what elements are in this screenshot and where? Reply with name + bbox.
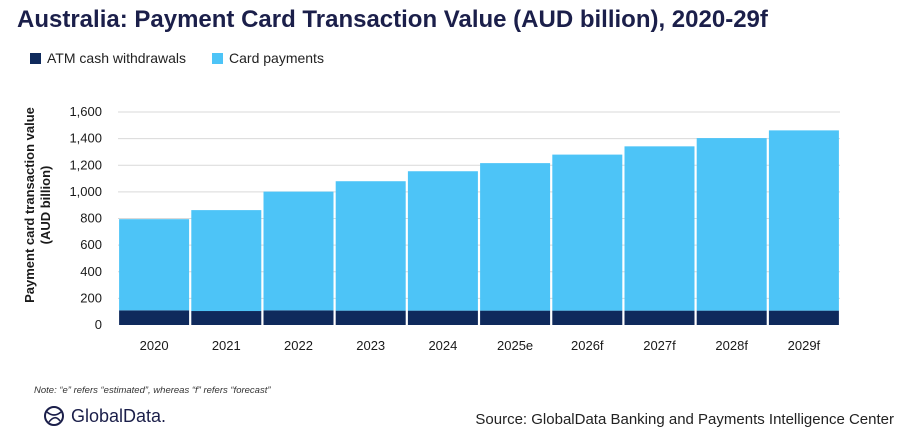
y-tick-label: 600 (80, 237, 102, 252)
chart-plot: 0 200 400 600 800 1,000 1,200 1,400 1,600 2020 20… (22, 104, 840, 353)
globaldata-logo: GlobalData. (43, 405, 166, 427)
bar-atm-2022 (263, 310, 334, 325)
bar-card-2024 (407, 171, 478, 311)
y-axis-label-line1: Payment card transaction value (22, 107, 37, 303)
x-tick-label: 2026f (571, 338, 604, 353)
legend-swatch-card (212, 52, 224, 64)
bar-card-2023 (335, 181, 406, 311)
x-tick-label: 2029f (788, 338, 821, 353)
bar-card-2028f (696, 138, 767, 311)
legend-item-card: Card payments (212, 50, 324, 66)
x-tick-label: 2027f (643, 338, 676, 353)
legend-label-atm: ATM cash withdrawals (47, 50, 187, 66)
y-tick-label: 1,000 (69, 184, 102, 199)
bar-card-2022 (263, 191, 334, 311)
bar-atm-2021 (191, 311, 262, 325)
bar-card-2025e (480, 163, 551, 311)
bar-card-2026f (552, 154, 623, 311)
legend-item-atm: ATM cash withdrawals (30, 50, 186, 66)
y-tick-label: 1,600 (69, 104, 102, 119)
bar-atm-2024 (407, 310, 478, 325)
y-tick-label: 1,400 (69, 131, 102, 146)
x-tick-label: 2023 (356, 338, 385, 353)
x-tick-label: 2024 (428, 338, 457, 353)
legend: ATM cash withdrawals Card payments (30, 50, 350, 66)
logo-text: GlobalData. (71, 405, 167, 426)
bar-atm-2028f (696, 310, 767, 325)
bar-atm-2027f (624, 310, 695, 325)
y-tick-label: 0 (95, 317, 102, 332)
x-tick-label: 2022 (284, 338, 313, 353)
y-tick-label: 800 (80, 211, 102, 226)
x-tick-label: 2021 (212, 338, 241, 353)
x-tick-label: 2025e (497, 338, 533, 353)
bar-atm-2023 (335, 310, 406, 325)
bar-card-2029f (768, 130, 839, 311)
x-tick-label: 2028f (715, 338, 748, 353)
bar-atm-2020 (119, 310, 190, 325)
footnote: Note: “e” refers “estimated”, whereas “f… (34, 385, 271, 396)
source-text: Source: GlobalData Banking and Payments … (475, 411, 894, 428)
y-tick-label: 400 (80, 264, 102, 279)
chart-title: Australia: Payment Card Transaction Valu… (17, 6, 768, 33)
legend-swatch-atm (30, 52, 41, 64)
bar-card-2021 (191, 210, 262, 312)
bar-atm-2026f (552, 310, 623, 325)
bar-card-2020 (119, 219, 190, 311)
x-tick-label: 2020 (140, 338, 169, 353)
bar-atm-2029f (768, 310, 839, 325)
legend-label-card: Card payments (229, 50, 324, 66)
bar-atm-2025e (480, 310, 551, 325)
bar-card-2027f (624, 146, 695, 311)
y-tick-label: 1,200 (69, 157, 102, 172)
y-axis-label-line2: (AUD billion) (38, 166, 53, 245)
globe-icon (44, 406, 64, 426)
y-tick-label: 200 (80, 290, 102, 305)
